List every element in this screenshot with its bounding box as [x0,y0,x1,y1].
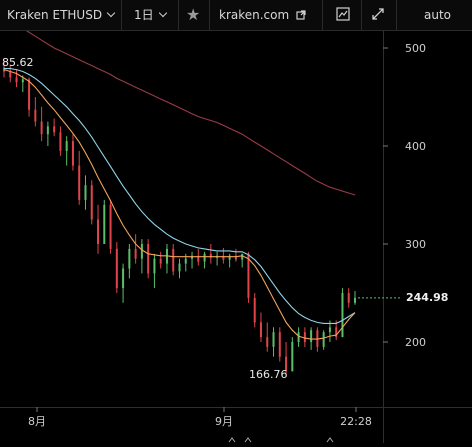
candle-body [328,327,331,333]
moving-average-mid-line [4,68,356,324]
candle-body [341,293,344,338]
y-tick-label: 300 [405,238,426,251]
candle-body [71,141,74,166]
x-tick-label: 8月 [28,415,46,428]
candle-body [128,248,131,269]
expand-icon [372,8,384,20]
candle-body [209,253,212,258]
y-tick-label: 400 [405,140,426,153]
candle-body [222,255,225,260]
candle-body [184,258,187,264]
candle-body [178,263,181,272]
candle-body [9,71,12,78]
indicator-chart-icon [336,7,350,21]
toolbar-divider [121,0,122,31]
time-marker-icon [326,437,334,443]
star-icon[interactable]: ★ [186,5,201,24]
candle-body [291,342,294,372]
candle-body [347,293,350,303]
candle-body [122,268,125,289]
symbol-label: Kraken ETHUSD [7,8,103,22]
candle-body [28,79,31,110]
toolbar-divider [396,0,397,31]
candle-body [15,77,18,83]
last-price-label: 244.98 [406,291,449,304]
candle-body [140,244,143,259]
candle-body [78,165,81,200]
symbol-selector[interactable]: Kraken ETHUSD [7,0,116,30]
chevron-down-icon [106,8,116,18]
price-chart[interactable]: 500 400 300 200 8月 9月 22:28 85.62 166.76 244.9… [0,16,472,443]
time-marker-icon [244,437,252,443]
moving-average-slow-line [3,16,356,196]
candle-body [335,327,338,338]
site-link[interactable]: kraken.com [219,0,306,30]
fullscreen-button[interactable] [371,0,385,30]
candle-body [134,248,137,259]
chart-toolbar: Kraken ETHUSD 1日 ★ kraken.com auto [0,0,472,31]
interval-selector[interactable]: 1日 [134,0,167,30]
candle-body [3,67,5,72]
candle-body [272,332,275,347]
candle-body [259,322,262,338]
candle-body [297,332,300,342]
candle-body [21,79,24,83]
y-tick-label: 500 [405,42,426,55]
toolbar-divider [178,0,179,31]
toolbar-divider [361,0,362,31]
candle-body [159,258,162,264]
x-tick-label: 9月 [215,415,233,428]
candle-body [310,330,313,342]
candle-body [322,332,325,347]
site-label: kraken.com [219,8,290,22]
candle-body [354,297,356,303]
candle-body [90,185,93,220]
candle-body [40,121,43,135]
y-tick-label: 200 [405,336,426,349]
candle-body [234,255,237,260]
candle-body [147,244,150,274]
scale-mode-label: auto [424,8,452,22]
toolbar-divider [322,0,323,31]
candle-body [34,109,37,122]
candle-body [59,132,62,151]
candle-body [285,356,288,372]
time-marker-icon [228,437,236,443]
candle-body [172,248,175,272]
candle-body [109,204,112,249]
candle-body [153,258,156,274]
external-link-icon [296,10,306,20]
interval-label: 1日 [134,8,154,22]
candlestick-chart[interactable]: 500 400 300 200 8月 9月 22:28 [0,16,472,443]
candle-body [241,253,244,260]
candle-body [197,255,200,262]
candle-body [97,219,100,244]
candle-body [115,248,118,289]
period-high-label: 85.62 [2,56,34,69]
toolbar-divider [209,0,210,31]
candle-body [53,126,56,133]
candle-body [266,337,269,347]
candle-body [228,255,231,260]
candle-body [46,126,49,135]
scale-mode-button[interactable]: auto [424,0,451,30]
candle-body [65,141,68,151]
period-low-label: 166.76 [249,368,288,381]
candle-body [253,297,256,323]
chevron-down-icon [158,8,167,18]
candle-body [303,332,306,342]
candle-body [103,204,106,244]
candle-body [278,332,281,357]
candle-body [84,185,87,200]
candle-body [247,253,250,298]
candle-body [203,253,206,262]
indicator-button[interactable] [336,0,350,30]
x-tick-label: 22:28 [340,415,372,428]
moving-average-fast-line [3,69,356,340]
